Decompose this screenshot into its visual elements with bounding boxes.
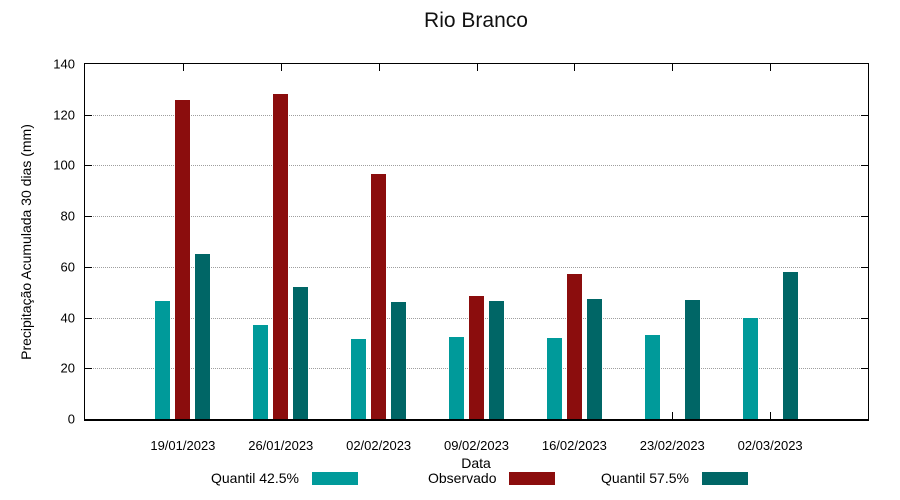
gridline bbox=[85, 216, 868, 218]
x-tick-mark bbox=[672, 412, 674, 419]
y-tick-mark bbox=[85, 114, 92, 116]
y-tick-label: 100 bbox=[53, 157, 75, 173]
x-tick-label: 16/02/2023 bbox=[541, 438, 607, 453]
bar-quantil-42-5 bbox=[546, 337, 562, 419]
y-tick-mark bbox=[861, 266, 868, 268]
x-tick-mark bbox=[378, 64, 380, 71]
bar-observado bbox=[566, 274, 582, 419]
x-axis-title: Data bbox=[461, 455, 491, 471]
bar-quantil-42-5 bbox=[253, 325, 269, 419]
bar-quantil-42-5 bbox=[742, 317, 758, 419]
bar-observado bbox=[175, 99, 191, 419]
y-tick-label: 140 bbox=[53, 56, 75, 72]
bar-quantil-57-5 bbox=[293, 287, 309, 419]
bar-quantil-57-5 bbox=[391, 302, 407, 419]
bar-quantil-42-5 bbox=[449, 336, 464, 419]
y-tick-label: 80 bbox=[60, 208, 75, 224]
x-tick-mark bbox=[770, 412, 772, 419]
legend-item-quantil-57-5: Quantil 57.5% bbox=[601, 469, 748, 487]
gridline bbox=[85, 266, 868, 268]
bar-observado bbox=[273, 94, 289, 419]
y-tick-label: 20 bbox=[60, 360, 75, 376]
x-tick-label: 09/02/2023 bbox=[443, 438, 510, 453]
bar-quantil-57-5 bbox=[586, 298, 602, 419]
y-tick-mark bbox=[85, 266, 92, 268]
y-axis-title: Precipitação Acumulada 30 dias (mm) bbox=[18, 124, 34, 360]
gridline bbox=[85, 114, 868, 116]
legend-swatch-observado bbox=[509, 471, 556, 485]
legend-swatch-quantil-42-5 bbox=[311, 471, 358, 485]
x-tick-label: 19/01/2023 bbox=[150, 438, 216, 453]
x-tick-mark bbox=[182, 64, 184, 71]
bar-observado bbox=[469, 296, 484, 419]
y-tick-mark bbox=[85, 216, 92, 218]
bar-quantil-57-5 bbox=[195, 254, 211, 419]
legend-item-observado: Observado bbox=[428, 469, 556, 487]
x-tick-label: 26/01/2023 bbox=[248, 438, 314, 453]
legend-label: Observado bbox=[428, 470, 497, 486]
x-tick-mark bbox=[574, 64, 576, 71]
bar-quantil-42-5 bbox=[644, 335, 660, 419]
gridline bbox=[85, 165, 868, 167]
y-tick-mark bbox=[861, 216, 868, 218]
y-tick-mark bbox=[85, 165, 92, 167]
y-tick-mark bbox=[861, 165, 868, 167]
y-tick-mark bbox=[85, 317, 92, 319]
bar-quantil-42-5 bbox=[351, 339, 367, 419]
y-tick-mark bbox=[85, 368, 92, 370]
y-tick-label: 40 bbox=[60, 310, 75, 326]
y-tick-label: 0 bbox=[67, 411, 75, 427]
y-tick-mark bbox=[861, 114, 868, 116]
chart-title: Rio Branco bbox=[424, 9, 528, 32]
y-tick-label: 120 bbox=[53, 107, 75, 123]
bar-observado bbox=[371, 174, 387, 419]
legend-item-quantil-42-5: Quantil 42.5% bbox=[211, 469, 358, 487]
x-tick-label: 02/02/2023 bbox=[346, 438, 412, 453]
x-tick-mark bbox=[770, 64, 772, 71]
y-tick-label: 60 bbox=[60, 259, 75, 275]
bar-quantil-57-5 bbox=[782, 271, 798, 419]
x-tick-mark bbox=[280, 64, 282, 71]
legend-swatch-quantil-57-5 bbox=[701, 471, 748, 485]
x-tick-label: 02/03/2023 bbox=[737, 438, 803, 453]
legend-label: Quantil 42.5% bbox=[211, 470, 299, 486]
bar-quantil-57-5 bbox=[684, 299, 700, 419]
bar-quantil-57-5 bbox=[489, 301, 504, 419]
x-tick-mark bbox=[672, 64, 674, 71]
x-tick-mark bbox=[476, 64, 478, 71]
legend-label: Quantil 57.5% bbox=[601, 470, 689, 486]
y-tick-mark bbox=[861, 368, 868, 370]
bar-quantil-42-5 bbox=[155, 301, 171, 419]
plot-area: 0 20 40 60 80 100 120 140 19/01/2023 26/01/2023 02… bbox=[53, 57, 869, 453]
x-tick-label: 23/02/2023 bbox=[639, 438, 705, 453]
y-tick-mark bbox=[861, 317, 868, 319]
